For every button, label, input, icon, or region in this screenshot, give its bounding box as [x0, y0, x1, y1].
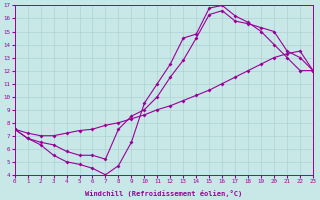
X-axis label: Windchill (Refroidissement éolien,°C): Windchill (Refroidissement éolien,°C) — [85, 190, 243, 197]
